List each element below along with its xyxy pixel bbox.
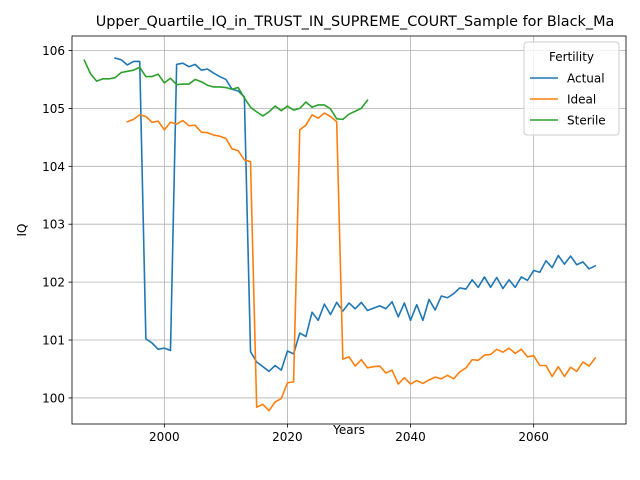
legend-label-ideal: Ideal bbox=[567, 93, 596, 107]
legend-label-sterile: Sterile bbox=[567, 114, 606, 128]
axis-ticks: 2000 2020 2040 2060 100 101 102 103 104 105 106 bbox=[42, 44, 549, 444]
x-tick-label: 2040 bbox=[395, 430, 426, 444]
y-tick-label: 101 bbox=[42, 334, 65, 348]
y-tick-label: 106 bbox=[42, 44, 65, 58]
y-tick-label: 104 bbox=[42, 160, 65, 174]
series-line-sterile bbox=[83, 59, 369, 121]
series-line-actual bbox=[114, 57, 597, 373]
chart-title: Upper_Quartile_IQ_in_TRUST_IN_SUPREME_CO… bbox=[96, 14, 615, 30]
series-line-ideal bbox=[126, 112, 597, 412]
legend-box bbox=[523, 41, 620, 136]
x-axis-label: Years bbox=[332, 423, 365, 437]
y-tick-label: 105 bbox=[42, 102, 65, 116]
series-group bbox=[83, 57, 597, 412]
legend: Fertility Actual Ideal Sterile bbox=[523, 41, 620, 136]
x-tick-label: 2020 bbox=[272, 430, 303, 444]
y-axis-label: IQ bbox=[15, 224, 29, 237]
legend-label-actual: Actual bbox=[567, 72, 605, 86]
x-tick-label: 2000 bbox=[149, 430, 180, 444]
y-tick-label: 103 bbox=[42, 218, 65, 232]
y-tick-label: 100 bbox=[42, 391, 65, 405]
legend-title: Fertility bbox=[549, 50, 594, 64]
y-tick-label: 102 bbox=[42, 276, 65, 290]
x-tick-label: 2060 bbox=[518, 430, 549, 444]
plot-frame bbox=[71, 35, 627, 425]
